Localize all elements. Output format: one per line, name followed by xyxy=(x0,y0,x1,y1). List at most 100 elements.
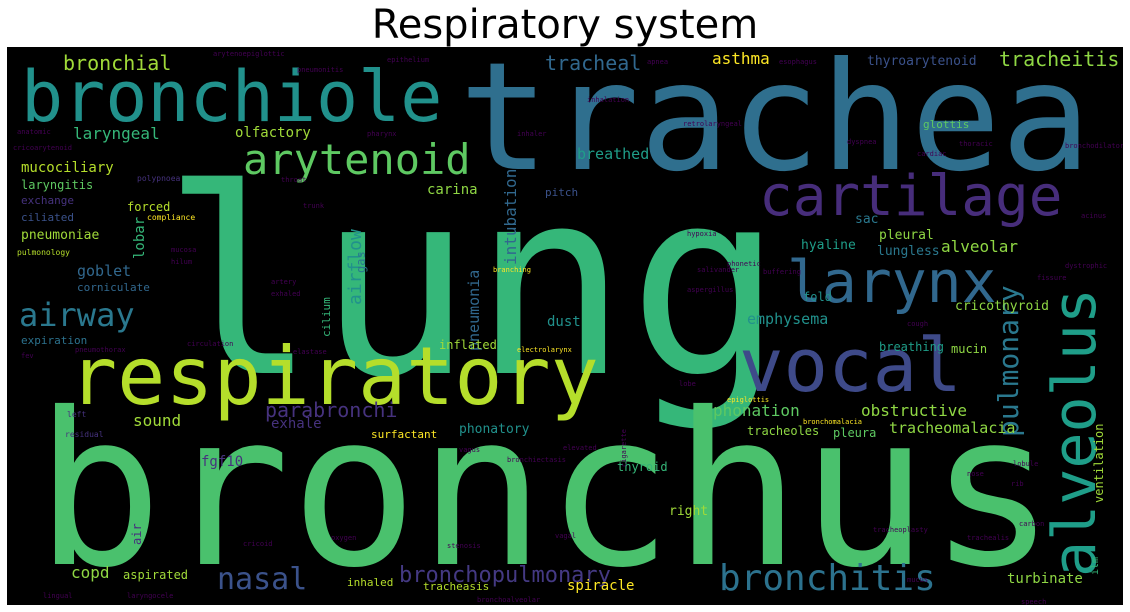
word-cartilage: cartilage xyxy=(759,164,1063,229)
word-inhaler: inhaler xyxy=(517,130,547,138)
word-rib: rib xyxy=(1011,480,1024,488)
word-hyaline: hyaline xyxy=(801,238,856,253)
word-artery: artery xyxy=(271,278,297,286)
word-arytenoepiglottic: arytenoepiglottic xyxy=(213,50,285,58)
word-gas: gas xyxy=(354,251,368,273)
word-epiglottis: epiglottis xyxy=(727,396,770,404)
word-cardiac: cardiac xyxy=(917,150,947,158)
word-trunk: trunk xyxy=(303,202,325,210)
word-electrolarynx: electrolarynx xyxy=(517,346,572,354)
word-lingual: lingual xyxy=(43,592,73,600)
word-esophagus: esophagus xyxy=(779,58,817,66)
word-forced: forced xyxy=(127,200,171,214)
word-stenosis: stenosis xyxy=(447,542,481,550)
word-pharynx: pharynx xyxy=(367,130,397,138)
word-cilium: cilium xyxy=(320,297,333,337)
word-tracheoplasty: tracheoplasty xyxy=(873,526,928,534)
word-elevated: elevated xyxy=(563,444,597,452)
word-exhaled: exhaled xyxy=(271,290,301,298)
word-olfactory: olfactory xyxy=(235,125,311,141)
word-phonetic: phonetic xyxy=(727,260,761,268)
word-bronchitis: bronchitis xyxy=(719,558,936,599)
word-sound: sound xyxy=(133,411,182,430)
word-apnea: apnea xyxy=(647,58,669,66)
word-branching: branching xyxy=(493,266,531,274)
word-nasal: nasal xyxy=(217,562,308,597)
word-compliance: compliance xyxy=(147,213,196,222)
word-respiratory: respiratory xyxy=(69,330,599,423)
word-inhaled: inhaled xyxy=(347,576,394,589)
word-glottis: glottis xyxy=(923,118,970,131)
word-phonation: phonation xyxy=(713,401,800,420)
word-thyroid: thyroid xyxy=(617,460,668,474)
word-pleural: pleural xyxy=(879,228,934,243)
word-lung: lung xyxy=(162,134,784,434)
word-vagal: vagal xyxy=(555,532,577,540)
word-dyspnea: dyspnea xyxy=(847,138,877,146)
word-intubation: intubation xyxy=(501,168,520,265)
word-bronchodilator: bronchodilator xyxy=(1065,142,1123,150)
word-thoracic: thoracic xyxy=(959,140,993,148)
word-hilum: hilum xyxy=(171,258,193,266)
word-tracheal: tracheal xyxy=(545,51,642,75)
word-asthma: asthma xyxy=(712,49,770,68)
word-aspirated: aspirated xyxy=(123,568,189,582)
word-trachealis: trachealis xyxy=(967,534,1010,542)
word-ciliated: ciliated xyxy=(21,211,74,224)
word-surfactant: surfactant xyxy=(371,428,438,441)
word-breathed: breathed xyxy=(577,145,650,163)
word-bronchial: bronchial xyxy=(63,51,172,75)
word-oxygen: oxygen xyxy=(331,534,357,542)
word-elastase: elastase xyxy=(293,348,327,356)
word-anatomic: anatomic xyxy=(17,128,51,136)
word-bronchoalveolar: bronchoalveolar xyxy=(477,596,541,604)
word-turbinate: turbinate xyxy=(1007,571,1083,587)
word-mucin: mucin xyxy=(951,342,988,356)
word-bronchus: bronchus xyxy=(35,367,1057,605)
word-acinus: acinus xyxy=(1081,212,1107,220)
word-throat: throat xyxy=(281,176,307,184)
word-arytenoid: arytenoid xyxy=(243,135,471,184)
word-speech: speech xyxy=(1021,598,1047,606)
word-laryngeal: laryngeal xyxy=(73,124,160,143)
word-hypoxia: hypoxia xyxy=(687,230,717,238)
word-emphysema: emphysema xyxy=(747,310,829,328)
word-sac: sac xyxy=(855,212,879,227)
word-fissure: fissure xyxy=(1037,274,1067,282)
word-carbon: carbon xyxy=(1019,520,1045,528)
word-breathing: breathing xyxy=(879,340,945,354)
word-airway: airway xyxy=(19,296,135,334)
word-fev: fev xyxy=(21,352,34,360)
word-carina: carina xyxy=(427,182,478,198)
word-corniculate: corniculate xyxy=(77,281,150,294)
word-trachea: trachea xyxy=(459,47,1092,205)
word-pneumothorax: pneumothorax xyxy=(75,346,126,354)
word-expiration: expiration xyxy=(21,334,88,347)
word-bronchomalacia: bronchomalacia xyxy=(803,418,863,426)
chart-title: Respiratory system xyxy=(371,2,759,48)
word-right: right xyxy=(669,504,709,519)
word-larynx: larynx xyxy=(787,248,997,316)
word-cricoid: cricoid xyxy=(243,540,273,548)
word-tracheasis: tracheasis xyxy=(423,580,490,593)
word-bronchiole: bronchiole xyxy=(21,56,443,138)
word-cricoarytenoid: cricoarytenoid xyxy=(13,144,73,152)
word-copd: copd xyxy=(71,563,110,582)
word-cigarette: cigarette xyxy=(620,429,628,467)
word-thyroarytenoid: thyroarytenoid xyxy=(867,54,977,69)
word-epithelium: epithelium xyxy=(387,56,430,64)
word-ilm: ilm xyxy=(1090,556,1101,575)
word-tracheomalacia: tracheomalacia xyxy=(889,419,1016,437)
word-mucociliary: mucociliary xyxy=(21,160,114,176)
word-lobule: lobule xyxy=(1013,460,1039,468)
word-pneumonitis: pneumonitis xyxy=(297,66,344,74)
word-cricothyroid: cricothyroid xyxy=(955,299,1049,314)
word-left: left xyxy=(67,410,87,419)
word-tracheitis: tracheitis xyxy=(999,47,1120,71)
word-circulation: circulation xyxy=(187,340,234,348)
word-pitch: pitch xyxy=(545,186,579,199)
word-nose: nose xyxy=(967,470,984,478)
word-exhale: exhale xyxy=(271,416,322,432)
word-ventilation: ventilation xyxy=(1092,423,1106,503)
word-salivander: salivander xyxy=(697,266,740,274)
